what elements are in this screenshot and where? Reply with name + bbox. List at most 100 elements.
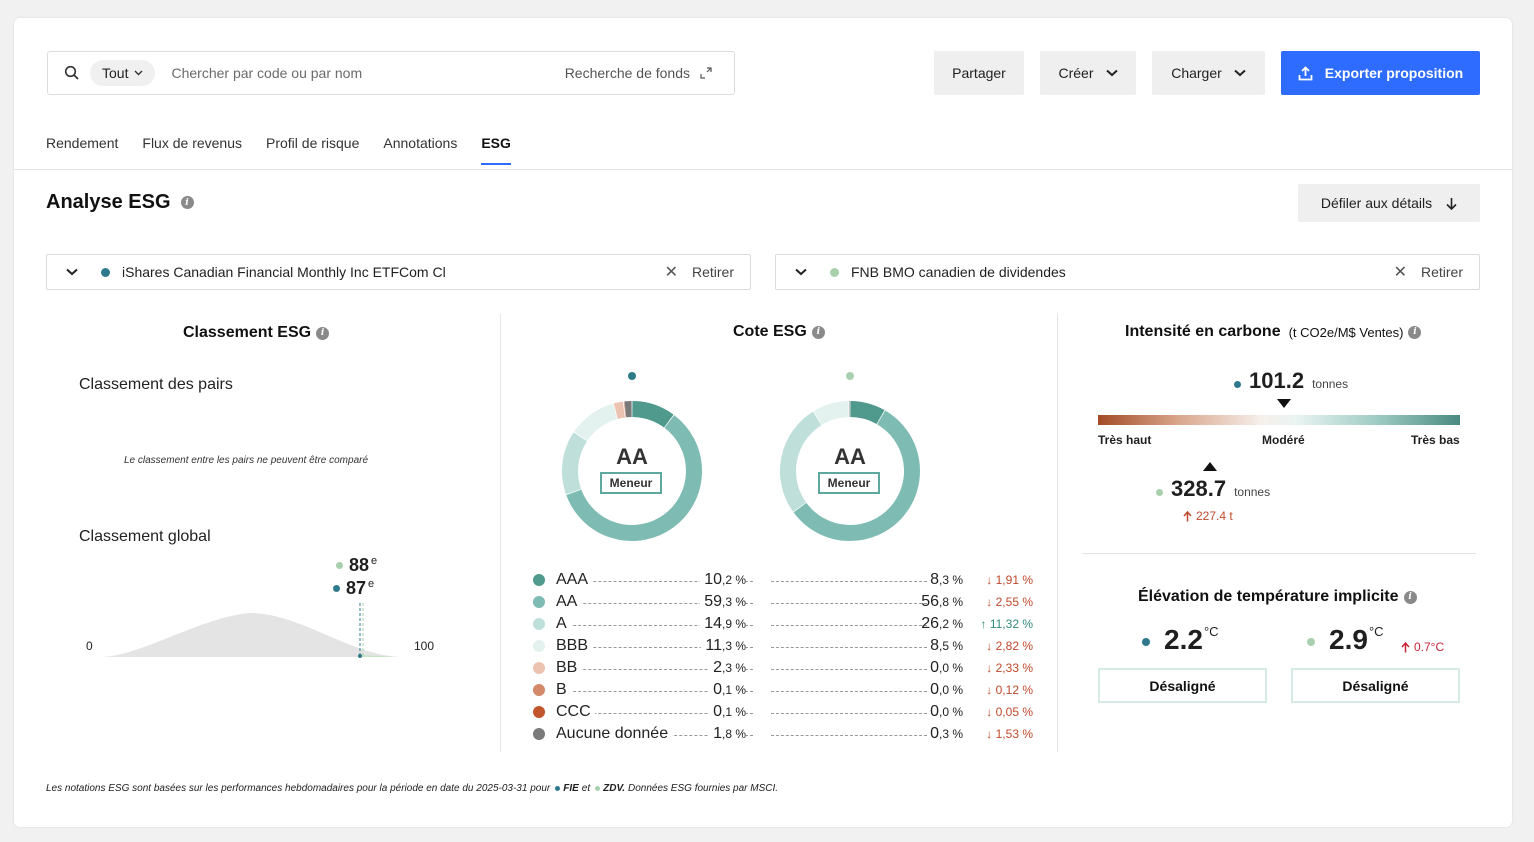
- leader-line: [563, 647, 753, 648]
- remove-fund-1-button[interactable]: Retirer: [691, 264, 734, 280]
- fund-2-value-int: 56: [921, 593, 939, 610]
- tab-profil-de-risque[interactable]: Profil de risque: [266, 135, 360, 151]
- fund-1-value-dec: ,3 %: [721, 595, 746, 609]
- fund-2-value-dec: ,3 %: [938, 727, 963, 741]
- fund-search-link[interactable]: Recherche de fonds: [564, 65, 690, 81]
- fund-2-temperature-delta-text: 0.7°C: [1414, 640, 1445, 654]
- chevron-down-icon: [134, 70, 143, 76]
- fund-1-value-dec: ,9 %: [721, 617, 746, 631]
- fund-2-temperature: 2.9 °C: [1307, 624, 1384, 656]
- info-icon[interactable]: i: [1408, 325, 1422, 339]
- fund-2-rating-value: 56,8 %: [921, 593, 963, 611]
- fund-2-carbon-delta: 227.4 t: [1183, 509, 1233, 523]
- rating-delta: ↓ 2,55 %: [986, 595, 1033, 609]
- chevron-down-icon[interactable]: [65, 268, 79, 276]
- rating-category-label: BB: [556, 659, 582, 677]
- footnote-joiner: et: [581, 783, 591, 794]
- tab-esg[interactable]: ESG: [481, 135, 511, 165]
- footnote: Les notations ESG sont basées sur les pe…: [46, 783, 778, 794]
- rating-color-dot: [533, 684, 545, 696]
- info-icon[interactable]: i: [180, 196, 194, 209]
- leader-line: [563, 581, 753, 582]
- scroll-to-details-label: Défiler aux détails: [1320, 195, 1433, 211]
- rating-legend-row: A 14,9 % 26,2 % ↑ 11,32 %: [533, 613, 1033, 635]
- info-icon[interactable]: i: [1403, 590, 1417, 604]
- rating-category-label: BBB: [556, 637, 593, 655]
- leader-line: [771, 669, 927, 670]
- fund-1-temperature: 2.2 °C: [1142, 624, 1219, 656]
- leader-line: [563, 691, 753, 692]
- carbon-intensity-title: Intensité en carbone (t CO2e/M$ Ventes) …: [1125, 323, 1422, 341]
- footnote-suffix: Données ESG fournies par MSCI.: [628, 783, 779, 794]
- fund-selector-1[interactable]: iShares Canadian Financial Monthly Inc E…: [46, 254, 751, 290]
- fund-1-rank-value: 87: [346, 578, 367, 598]
- fund-2-color-dot: [1307, 638, 1315, 646]
- esg-ranking-title: Classement ESG i: [183, 324, 330, 342]
- fund-1-color-dot: [1234, 381, 1241, 388]
- fund-2-value-dec: ,0 %: [938, 683, 963, 697]
- leader-line: [771, 625, 927, 626]
- fund-1-color-dot: [333, 585, 340, 592]
- info-icon[interactable]: i: [316, 326, 330, 340]
- search-scope-dropdown[interactable]: Tout: [90, 60, 156, 86]
- chevron-down-icon[interactable]: [794, 268, 808, 276]
- fund-2-slice-aa: [793, 410, 920, 541]
- rank-suffix: e: [368, 578, 375, 590]
- fund-2-color-dot: [595, 786, 601, 791]
- fund-1-value-dec: ,3 %: [721, 639, 746, 653]
- search-scope-label: Tout: [102, 65, 129, 81]
- global-axis-min: 0: [86, 639, 93, 653]
- rating-color-dot: [533, 596, 545, 608]
- search-bar[interactable]: Tout Chercher par code ou par nom Recher…: [47, 51, 735, 95]
- create-label: Créer: [1058, 65, 1094, 81]
- carbon-unit-label: (t CO2e/M$ Ventes): [1288, 324, 1404, 340]
- rating-legend-row: Aucune donnée 1,8 % 0,3 % ↓ 1,53 %: [533, 723, 1033, 745]
- fund-1-value-int: 10: [704, 571, 722, 588]
- export-proposal-button[interactable]: Exporter proposition: [1281, 51, 1480, 95]
- close-icon[interactable]: ✕: [664, 264, 678, 281]
- search-input[interactable]: Chercher par code ou par nom: [171, 65, 363, 81]
- load-button[interactable]: Charger: [1152, 51, 1265, 95]
- fund-2-rating-value: 0,0 %: [930, 659, 963, 677]
- fund-2-global-rank: 88 e: [336, 555, 377, 576]
- rating-category-label: Aucune donnée: [556, 725, 673, 743]
- fund-2-temperature-status: Désaligné: [1291, 668, 1460, 703]
- share-button[interactable]: Partager: [934, 51, 1024, 95]
- fund-2-rating-value: 0,0 %: [930, 703, 963, 721]
- rating-delta: ↓ 1,91 %: [986, 573, 1033, 587]
- section-divider: [1082, 553, 1476, 554]
- info-icon[interactable]: i: [811, 325, 825, 339]
- scroll-to-details-button[interactable]: Défiler aux détails: [1298, 184, 1480, 222]
- rating-color-dot: [533, 618, 545, 630]
- expand-icon[interactable]: [700, 67, 712, 79]
- global-ranking-distribution: [100, 603, 400, 658]
- tabs-divider: [14, 169, 1512, 170]
- fund-1-slice-bb: [613, 401, 626, 419]
- tab-flux-de-revenus[interactable]: Flux de revenus: [142, 135, 242, 151]
- fund-1-rating-value: 0,1 %: [709, 681, 746, 699]
- close-icon[interactable]: ✕: [1393, 264, 1407, 281]
- fund-1-carbon-unit: tonnes: [1312, 377, 1349, 391]
- leader-line: [563, 713, 753, 714]
- fund-2-color-dot: [1156, 489, 1163, 496]
- search-icon: [64, 65, 79, 80]
- fund-1-value-int: 14: [704, 615, 722, 632]
- fund-1-value-int: 11: [705, 637, 722, 654]
- arrow-up-icon: [1401, 641, 1410, 652]
- fund-2-rating-value: 8,3 %: [930, 571, 963, 589]
- create-button[interactable]: Créer: [1040, 51, 1136, 95]
- fund-2-value-dec: ,0 %: [938, 661, 963, 675]
- leader-line: [771, 691, 927, 692]
- fund-1-value-int: 0: [713, 681, 722, 698]
- leader-line: [563, 603, 753, 604]
- page-title-text: Analyse ESG: [46, 191, 171, 213]
- tab-rendement[interactable]: Rendement: [46, 135, 119, 151]
- remove-fund-2-button[interactable]: Retirer: [1420, 264, 1463, 280]
- rating-color-dot: [533, 574, 545, 586]
- fund-2-rating-value: 0,0 %: [930, 681, 963, 699]
- fund-selector-2[interactable]: FNB BMO canadien de dividendes ✕ Retirer: [775, 254, 1480, 290]
- distribution-tail: [360, 655, 400, 657]
- fund-2-value-dec: ,5 %: [938, 639, 963, 653]
- fund-1-value-int: 1: [713, 725, 722, 742]
- tab-annotations[interactable]: Annotations: [383, 135, 458, 151]
